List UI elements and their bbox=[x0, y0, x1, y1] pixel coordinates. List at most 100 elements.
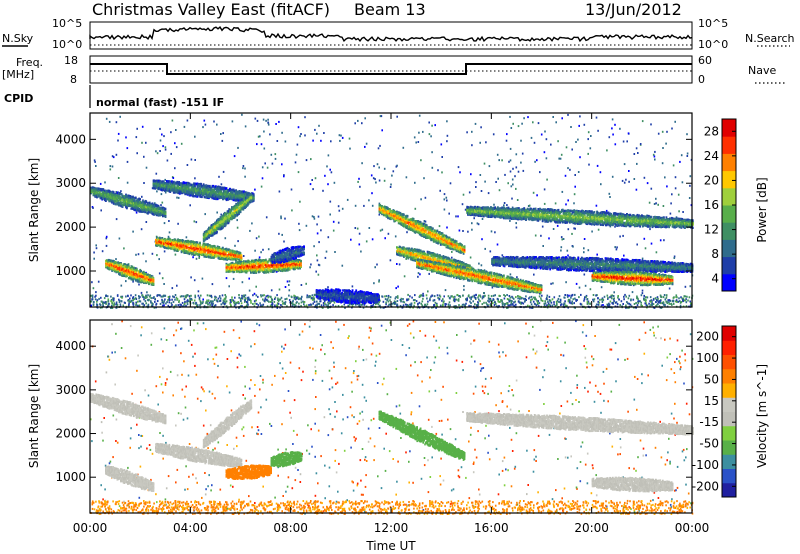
noise-cell bbox=[597, 165, 599, 167]
noise-cell bbox=[317, 259, 319, 261]
ground-scatter-cell bbox=[409, 504, 411, 506]
noise-cell bbox=[234, 245, 236, 247]
noise-cell bbox=[159, 432, 161, 434]
noise-cell bbox=[192, 356, 194, 358]
ground-scatter-cell bbox=[439, 298, 441, 300]
noise-cell bbox=[546, 157, 548, 159]
ground-scatter-cell bbox=[575, 502, 577, 504]
ground-scatter-cell bbox=[574, 507, 576, 509]
ground-scatter-cell bbox=[592, 504, 594, 506]
noise-cell bbox=[136, 136, 138, 138]
noise-cell bbox=[627, 411, 629, 413]
noise-cell bbox=[583, 324, 585, 326]
noise-cell bbox=[258, 412, 260, 414]
ground-scatter-cell bbox=[180, 304, 182, 306]
ground-scatter-cell bbox=[104, 297, 106, 299]
noise-cell bbox=[566, 146, 568, 148]
ground-scatter-cell bbox=[626, 301, 628, 303]
ground-scatter-cell bbox=[241, 509, 243, 511]
noise-cell bbox=[210, 489, 212, 491]
noise-cell bbox=[622, 180, 624, 182]
noise-cell bbox=[380, 230, 382, 232]
ground-scatter-cell bbox=[115, 501, 117, 503]
ground-scatter-cell bbox=[393, 506, 395, 508]
noise-cell bbox=[688, 493, 690, 495]
ground-scatter-cell bbox=[272, 303, 274, 305]
nave-tick-top: 60 bbox=[698, 54, 712, 67]
noise-cell bbox=[465, 330, 467, 332]
noise-cell bbox=[407, 325, 409, 327]
noise-cell bbox=[381, 129, 383, 131]
ground-scatter-cell bbox=[478, 504, 480, 506]
noise-cell bbox=[357, 483, 359, 485]
noise-cell bbox=[314, 423, 316, 425]
ground-scatter-cell bbox=[315, 507, 317, 509]
ground-scatter-cell bbox=[687, 300, 689, 302]
noise-cell bbox=[136, 212, 138, 214]
noise-cell bbox=[626, 140, 628, 142]
ground-scatter-cell bbox=[177, 298, 179, 300]
noise-cell bbox=[188, 340, 190, 342]
ground-scatter-cell bbox=[159, 501, 161, 503]
noise-cell bbox=[451, 257, 453, 259]
noise-cell bbox=[653, 335, 655, 337]
ground-scatter-cell bbox=[524, 506, 526, 508]
noise-cell bbox=[243, 165, 245, 167]
noise-cell bbox=[518, 171, 520, 173]
ground-scatter-cell bbox=[224, 504, 226, 506]
noise-cell bbox=[159, 150, 161, 152]
noise-cell bbox=[578, 171, 580, 173]
noise-cell bbox=[91, 440, 93, 442]
ground-scatter-cell bbox=[107, 501, 109, 503]
noise-cell bbox=[444, 193, 446, 195]
ground-scatter-cell bbox=[132, 509, 134, 511]
ground-scatter-cell bbox=[539, 506, 541, 508]
noise-cell bbox=[383, 378, 385, 380]
noise-cell bbox=[567, 401, 569, 403]
ground-scatter-cell bbox=[646, 507, 648, 509]
noise-cell bbox=[229, 392, 231, 394]
noise-cell bbox=[173, 334, 175, 336]
noise-cell bbox=[146, 221, 148, 223]
noise-cell bbox=[471, 131, 473, 133]
noise-cell bbox=[615, 143, 617, 145]
noise-cell bbox=[533, 274, 535, 276]
noise-cell bbox=[298, 223, 300, 225]
ground-scatter-cell bbox=[494, 304, 496, 306]
noise-cell bbox=[328, 408, 330, 410]
noise-cell bbox=[620, 446, 622, 448]
ground-scatter-cell bbox=[549, 296, 551, 298]
ground-scatter-cell bbox=[310, 508, 312, 510]
noise-cell bbox=[267, 119, 269, 121]
noise-cell bbox=[462, 369, 464, 371]
noise-cell bbox=[421, 381, 423, 383]
noise-cell bbox=[281, 351, 283, 353]
ground-scatter-cell bbox=[442, 304, 444, 306]
noise-cell bbox=[333, 362, 335, 364]
colorbar-swatch bbox=[722, 397, 736, 412]
ground-scatter-cell bbox=[297, 501, 299, 503]
ground-scatter-cell bbox=[299, 504, 301, 506]
ground-scatter-cell bbox=[670, 508, 672, 510]
ground-scatter-cell bbox=[256, 303, 258, 305]
ground-scatter-cell bbox=[439, 509, 441, 511]
noise-cell bbox=[254, 330, 256, 332]
noise-cell bbox=[547, 336, 549, 338]
nsky-panel: N.Sky 10^5 10^0 10^5 10^0 N.Search bbox=[2, 17, 795, 51]
nsky-label: N.Sky bbox=[2, 32, 34, 45]
ground-scatter-cell bbox=[416, 508, 418, 510]
noise-cell bbox=[462, 230, 464, 232]
ground-scatter-cell bbox=[256, 506, 258, 508]
ground-scatter-cell bbox=[573, 302, 575, 304]
noise-cell bbox=[202, 278, 204, 280]
noise-cell bbox=[462, 361, 464, 363]
noise-cell bbox=[364, 117, 366, 119]
ground-scatter-cell bbox=[375, 504, 377, 506]
ground-scatter-cell bbox=[628, 303, 630, 305]
ground-scatter-cell bbox=[667, 501, 669, 503]
ground-scatter-cell bbox=[401, 509, 403, 511]
ground-scatter-cell bbox=[223, 509, 225, 511]
ground-scatter-cell bbox=[571, 505, 573, 507]
noise-cell bbox=[374, 178, 376, 180]
noise-cell bbox=[474, 361, 476, 363]
